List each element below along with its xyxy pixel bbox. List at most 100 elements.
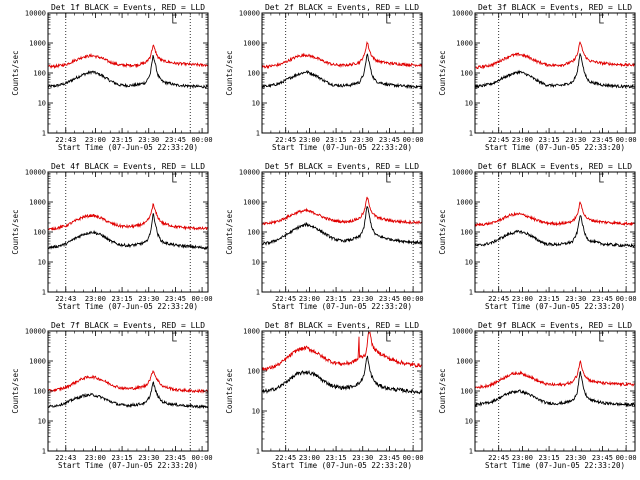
panel-title: Det 8f BLACK = Events, RED = LLD — [265, 321, 419, 330]
x-axis-title: Start Time (07-Jun-05 22:33:20) — [272, 302, 412, 311]
series-line-lld — [474, 201, 636, 227]
y-tick-label: 10 — [252, 259, 260, 267]
y-tick-label: 10000 — [25, 10, 46, 18]
y-tick-label: 1000 — [243, 40, 260, 48]
y-tick-label: 100 — [247, 229, 260, 237]
y-tick-label: 10000 — [452, 10, 473, 18]
x-tick-label: 00:00 — [192, 136, 213, 144]
x-tick-label: 23:00 — [85, 454, 106, 462]
y-tick-label: 1000 — [456, 40, 473, 48]
panel-title: Det 5f BLACK = Events, RED = LLD — [265, 162, 419, 171]
y-axis-title: Counts/sec — [11, 50, 20, 95]
y-tick-label: 10 — [465, 259, 473, 267]
y-tick-label: 10000 — [452, 328, 473, 336]
y-tick-label: 1000 — [29, 40, 46, 48]
x-tick-label: 22:45 — [275, 454, 296, 462]
series-line-events — [47, 213, 209, 251]
x-tick-label: 23:15 — [326, 295, 347, 303]
y-tick-label: 100 — [460, 229, 473, 237]
panel-det-3f: Det 3f BLACK = Events, RED = LLD 1 10 100 10… — [438, 3, 637, 152]
x-tick-label: 23:45 — [165, 295, 186, 303]
x-tick-label: 23:45 — [379, 454, 400, 462]
x-tick-label: 23:30 — [565, 295, 586, 303]
series-line-events — [474, 215, 636, 248]
panel-title: Det 2f BLACK = Events, RED = LLD — [265, 3, 419, 12]
y-axis-title: Counts/sec — [438, 50, 447, 95]
x-tick-label: 23:00 — [299, 136, 320, 144]
panel-det-6f: Det 6f BLACK = Events, RED = LLD 1 10 100 10… — [438, 162, 637, 311]
x-tick-label: 23:15 — [112, 136, 133, 144]
x-tick-label: 00:00 — [616, 295, 637, 303]
x-axis-title: Start Time (07-Jun-05 22:33:20) — [58, 461, 198, 470]
x-tick-label: 23:15 — [539, 295, 560, 303]
panel-det-2f: Det 2f BLACK = Events, RED = LLD 1 10 100 10… — [225, 3, 424, 152]
x-tick-label: 23:15 — [326, 454, 347, 462]
x-tick-label: 00:00 — [403, 295, 424, 303]
panel-det-5f: Det 5f BLACK = Events, RED = LLD 1 10 100 10… — [225, 162, 424, 311]
y-tick-label: 1 — [469, 130, 473, 138]
panel-title: Det 6f BLACK = Events, RED = LLD — [478, 162, 632, 171]
x-tick-label: 23:30 — [565, 136, 586, 144]
y-tick-label: 1000 — [456, 199, 473, 207]
y-tick-label: 10 — [38, 418, 46, 426]
events-bracket-marker — [386, 14, 391, 24]
y-axis-title: Counts/sec — [225, 50, 234, 95]
x-tick-label: 23:00 — [85, 136, 106, 144]
panel-title: Det 4f BLACK = Events, RED = LLD — [51, 162, 205, 171]
y-tick-label: 10000 — [239, 169, 260, 177]
y-tick-label: 1000 — [456, 358, 473, 366]
y-tick-label: 1 — [256, 289, 260, 297]
x-axis-title: Start Time (07-Jun-05 22:33:20) — [485, 302, 625, 311]
x-axis-title: Start Time (07-Jun-05 22:33:20) — [485, 461, 625, 470]
x-tick-label: 00:00 — [192, 454, 213, 462]
panel-title: Det 3f BLACK = Events, RED = LLD — [478, 3, 632, 12]
y-tick-label: 1 — [256, 130, 260, 138]
events-bracket-marker — [172, 173, 177, 183]
x-axis-title: Start Time (07-Jun-05 22:33:20) — [272, 461, 412, 470]
y-tick-label: 10 — [38, 100, 46, 108]
series-line-events — [47, 54, 209, 89]
series-line-lld — [47, 203, 209, 231]
events-bracket-marker — [172, 14, 177, 24]
y-tick-label: 1000 — [243, 328, 260, 336]
x-tick-label: 23:45 — [165, 136, 186, 144]
series-line-lld — [474, 359, 636, 389]
x-tick-label: 23:00 — [512, 136, 533, 144]
x-tick-label: 22:43 — [55, 454, 76, 462]
events-bracket-marker — [386, 332, 391, 342]
y-tick-label: 1000 — [29, 199, 46, 207]
y-tick-label: 100 — [460, 388, 473, 396]
y-tick-label: 1 — [256, 448, 260, 456]
y-tick-label: 10 — [252, 408, 260, 416]
x-tick-label: 00:00 — [616, 136, 637, 144]
y-tick-label: 1 — [42, 289, 46, 297]
x-axis-title: Start Time (07-Jun-05 22:33:20) — [485, 143, 625, 152]
x-tick-label: 22:43 — [55, 295, 76, 303]
y-axis-title: Counts/sec — [11, 209, 20, 254]
x-tick-label: 23:45 — [379, 136, 400, 144]
y-tick-label: 1 — [42, 130, 46, 138]
series-line-events — [474, 53, 636, 89]
x-tick-label: 00:00 — [616, 454, 637, 462]
events-bracket-marker — [386, 173, 391, 183]
panel-det-9f: Det 9f BLACK = Events, RED = LLD 1 10 100 10… — [438, 321, 637, 470]
events-bracket-marker — [599, 14, 604, 24]
axes-frame — [47, 330, 209, 452]
y-tick-label: 10 — [465, 100, 473, 108]
x-tick-label: 23:45 — [592, 454, 613, 462]
x-tick-label: 00:00 — [192, 295, 213, 303]
x-tick-label: 23:00 — [299, 295, 320, 303]
y-tick-label: 1000 — [29, 358, 46, 366]
series-line-events — [474, 370, 635, 408]
x-tick-label: 23:00 — [512, 295, 533, 303]
x-axis-title: Start Time (07-Jun-05 22:33:20) — [272, 143, 412, 152]
x-tick-label: 22:45 — [275, 295, 296, 303]
x-tick-label: 23:30 — [352, 295, 373, 303]
x-tick-label: 22:45 — [488, 295, 509, 303]
x-tick-label: 23:15 — [326, 136, 347, 144]
x-tick-label: 22:43 — [55, 136, 76, 144]
y-tick-label: 100 — [33, 70, 46, 78]
series-line-lld — [261, 40, 423, 70]
x-tick-label: 23:30 — [138, 136, 159, 144]
